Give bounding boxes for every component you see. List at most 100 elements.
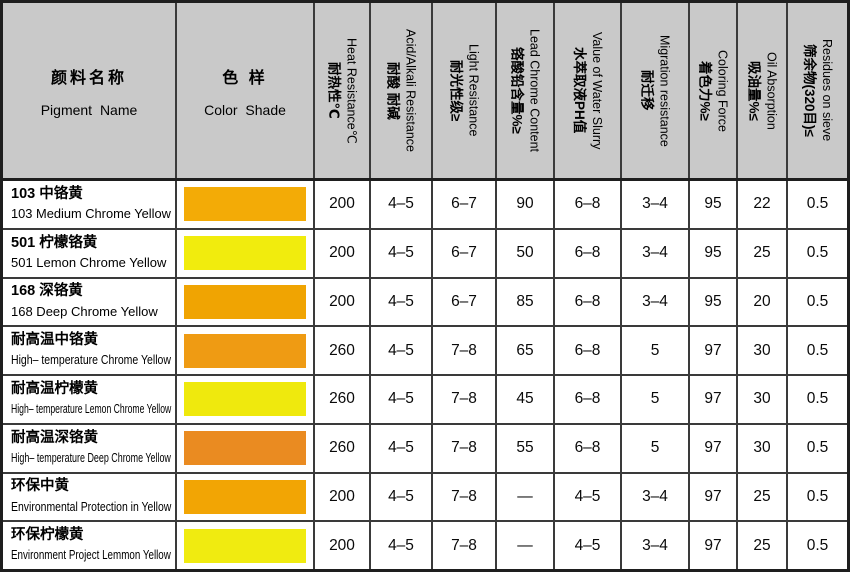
column-header-vertical-text: 铬酸铅含量%≥ Lead Chrome Content: [507, 3, 542, 178]
value-cell: 7–8: [433, 376, 497, 423]
pigment-name-cell: 168 深铬黄 168 Deep Chrome Yellow: [3, 278, 177, 326]
value-cell: 4–5: [371, 424, 433, 472]
color-shade-cell: [177, 424, 315, 472]
color-shade-cell: [177, 229, 315, 277]
pigment-name-cell: 耐高温柠檬黄 High– temperature Lemon Chrome Ye…: [3, 376, 177, 423]
color-swatch: [184, 528, 306, 563]
pigment-name-cell: 103 中铬黄 103 Medium Chrome Yellow: [3, 181, 177, 228]
column-header: 耐酸 耐碱 Acid/Alkali Resistance: [371, 3, 433, 178]
column-header: 铬酸铅含量%≥ Lead Chrome Content: [497, 3, 555, 178]
column-header-en: Pigment Name: [40, 101, 138, 118]
color-swatch: [184, 479, 306, 514]
value-cell: 6–8: [555, 278, 622, 326]
color-shade-cell: [177, 376, 315, 423]
table-body: 103 中铬黄 103 Medium Chrome Yellow 200 4–5 6…: [3, 181, 847, 569]
value-cell: 5: [622, 327, 690, 374]
value-cell: 97: [690, 473, 738, 521]
column-header-zh: 耐酸 耐碱: [385, 61, 401, 120]
pigment-name-zh: 501 柠檬铬黄: [11, 234, 98, 251]
value-cell: 6–7: [433, 181, 497, 228]
value-cell: 200: [315, 229, 371, 277]
value-cell: 65: [497, 327, 555, 374]
column-header: 色 样 Color Shade: [177, 3, 315, 178]
value-cell: 30: [738, 424, 788, 472]
pigment-name-en: High– temperature Lemon Chrome Yellow: [11, 401, 172, 417]
value-cell: 6–8: [555, 181, 622, 228]
color-shade-cell: [177, 522, 315, 569]
column-header-vertical-text: 吸油量%≤ Oil Absorption: [744, 3, 779, 178]
pigment-name-en: Environmental Protection in Yellow: [11, 498, 172, 514]
color-swatch: [184, 187, 306, 222]
table-row: 168 深铬黄 168 Deep Chrome Yellow 200 4–5 6–7…: [3, 278, 847, 328]
value-cell: 4–5: [371, 181, 433, 228]
column-header-zh: 水萃取液PH值: [572, 47, 588, 134]
value-cell: 20: [738, 278, 788, 326]
pigment-name-en: 168 Deep Chrome Yellow: [11, 303, 158, 319]
pigment-name-cell: 环保中黄 Environmental Protection in Yellow: [3, 473, 177, 521]
value-cell: —: [497, 522, 555, 569]
value-cell: 25: [738, 229, 788, 277]
pigment-name-cell: 耐高温深铬黄 High– temperature Deep Chrome Yel…: [3, 424, 177, 472]
header-row: 颜料名称 Pigment Name 色 样 Color Shade 耐热性℃ H…: [3, 3, 847, 181]
pigment-name-en-wrap: High– temperature Lemon Chrome Yellow: [11, 399, 171, 420]
value-cell: 260: [315, 376, 371, 423]
pigment-name-en-wrap: High– temperature Chrome Yellow: [11, 350, 171, 371]
pigment-name-en: 103 Medium Chrome Yellow: [11, 206, 171, 222]
value-cell: 97: [690, 522, 738, 569]
column-header-en: Oil Absorption: [764, 51, 779, 130]
table-row: 103 中铬黄 103 Medium Chrome Yellow 200 4–5 6…: [3, 181, 847, 230]
value-cell: 7–8: [433, 424, 497, 472]
value-cell: 200: [315, 278, 371, 326]
pigment-name-zh: 103 中铬黄: [11, 185, 83, 202]
column-header: 耐光性级≥ Light Resistance: [433, 3, 497, 178]
value-cell: 0.5: [806, 341, 829, 359]
color-swatch: [184, 236, 306, 271]
value-cell: 45: [497, 376, 555, 423]
column-header-vertical-text: 耐热性℃ Heat Resistance℃: [324, 3, 359, 178]
column-header-en: Migration resistance: [657, 34, 672, 147]
value-cell: 4–5: [371, 327, 433, 374]
pigment-name-en-wrap: Environmental Protection in Yellow: [11, 497, 171, 518]
value-cell: 0.5: [806, 195, 829, 213]
value-cell: 6–8: [555, 376, 622, 423]
value-cell: 4–5: [371, 229, 433, 277]
pigment-name-cell: 耐高温中铬黄 High– temperature Chrome Yellow: [3, 327, 177, 374]
pigment-name-zh: 环保中黄: [11, 478, 69, 495]
pigment-name-en: Environment Project Lemmon Yellow: [11, 547, 171, 563]
pigment-name-en-wrap: Environment Project Lemmon Yellow: [11, 545, 171, 566]
value-cell: 95: [690, 278, 738, 326]
value-cell: 97: [690, 424, 738, 472]
column-header-zh: 铬酸铅含量%≥: [509, 47, 525, 134]
column-header-zh: 颜料名称: [50, 69, 127, 87]
pigment-name-zh: 耐高温柠檬黄: [11, 380, 98, 397]
table-row: 耐高温中铬黄 High– temperature Chrome Yellow 2…: [3, 327, 847, 376]
column-header-vertical-text: 着色力%≥ Coloring Force: [695, 3, 730, 178]
column-header: 颜料名称 Pigment Name: [3, 3, 177, 178]
column-header: 吸油量%≤ Oil Absorption: [738, 3, 788, 178]
color-swatch: [184, 382, 306, 417]
column-header-vertical-text: 水萃取液PH值 Value of Water Slurry: [570, 3, 605, 178]
column-header-vertical-text: 耐迁移 Migration resistance: [637, 3, 672, 178]
value-cell: 7–8: [433, 473, 497, 521]
value-cell: 200: [315, 522, 371, 569]
value-cell: 4–5: [371, 278, 433, 326]
column-header-zh: 耐热性℃: [326, 62, 342, 119]
value-cell: 0.5: [806, 439, 829, 457]
table-row: 环保柠檬黄 Environment Project Lemmon Yellow …: [3, 522, 847, 569]
value-cell: 55: [497, 424, 555, 472]
value-cell: 4–5: [371, 376, 433, 423]
column-header-zh: 吸油量%≤: [746, 60, 762, 121]
color-shade-cell: [177, 278, 315, 326]
value-cell: 4–5: [371, 473, 433, 521]
value-cell: 4–5: [555, 473, 622, 521]
value-cell: 3–4: [622, 473, 690, 521]
color-shade-cell: [177, 473, 315, 521]
color-swatch: [184, 284, 306, 319]
value-cell: 4–5: [371, 522, 433, 569]
column-header-zh: 色 样: [222, 69, 268, 87]
value-cell: 260: [315, 424, 371, 472]
column-header-zh: 耐光性级≥: [448, 59, 464, 122]
value-cell: 95: [690, 229, 738, 277]
pigment-name-zh: 耐高温深铬黄: [11, 429, 98, 446]
pigment-name-en-wrap: 168 Deep Chrome Yellow: [11, 302, 171, 323]
